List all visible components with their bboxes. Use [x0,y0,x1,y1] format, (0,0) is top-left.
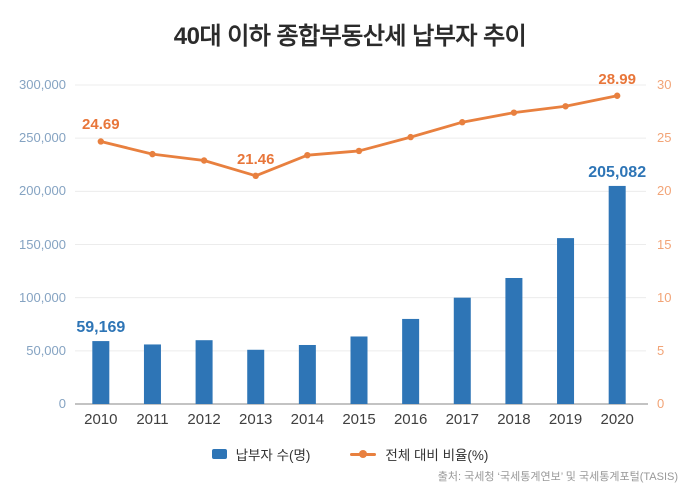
bar-series-swatch-icon [211,449,227,459]
ratio-line [99,94,619,178]
bar-2011 [143,344,161,404]
bar-2016 [402,318,420,404]
line-series-dot-icon [359,450,368,458]
line-point-2016 [407,133,414,141]
legend-item-line-series: 전체 대비 비율(%) [350,444,488,464]
bar-2018 [505,277,523,404]
line-point-2020 [613,92,621,99]
line-point-2010 [97,138,105,145]
bar-2015 [350,336,368,404]
source-credit: 출처: 국세청 ‘국세통계연보’ 및 국세통계포털(TASIS) [437,471,678,483]
bar-2012 [195,340,213,404]
line-series-swatch-icon [350,450,377,458]
line-point-2013 [252,172,259,180]
line-point-2015 [355,147,363,155]
line-point-2011 [149,150,156,158]
legend-label-bar-series: 납부자 수(명) [235,448,311,463]
line-point-2018 [510,109,518,116]
legend-item-bar-series: 납부자 수(명) [211,444,311,464]
bar-2017 [453,297,471,404]
chart-title: 40대 이하 종합부동산세 납부자 추이 [173,23,527,50]
line-point-2012 [200,157,208,164]
bar-2013 [247,349,265,404]
bar-2019 [557,238,575,404]
line-point-2019 [562,103,569,110]
line-point-2017 [459,119,466,126]
bar-2014 [298,344,316,404]
legend-label-line-series: 전체 대비 비율(%) [385,448,489,463]
legend: 납부자 수(명) 전체 대비 비율(%) [0,444,700,464]
bar-2010 [92,341,110,404]
bar-2020 [608,185,626,404]
line-point-2014 [304,151,311,159]
